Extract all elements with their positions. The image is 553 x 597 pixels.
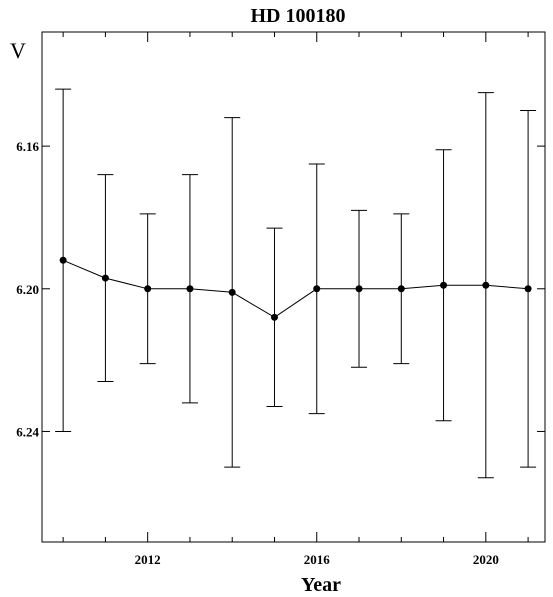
x-tick-label: 2016	[304, 552, 331, 567]
data-point	[313, 285, 321, 293]
data-point	[270, 313, 278, 321]
x-tick-label: 2020	[473, 552, 499, 567]
y-tick-label: 6.16	[16, 139, 39, 154]
data-point	[228, 288, 236, 296]
x-tick-label: 2012	[135, 552, 161, 567]
x-ticks: 2012 2016 2020	[62, 32, 529, 567]
x-axis-label: Year	[301, 574, 341, 596]
y-tick-label: 6.20	[16, 282, 39, 297]
chart-title: HD 100180	[251, 5, 346, 27]
series-line	[62, 259, 529, 318]
data-point	[144, 285, 152, 293]
data-point	[101, 274, 109, 282]
plot-frame	[41, 31, 546, 543]
data-point	[355, 285, 363, 293]
data-point	[440, 281, 448, 289]
data-point	[186, 285, 194, 293]
data-point	[397, 285, 405, 293]
y-tick-label: 6.24	[16, 424, 39, 439]
data-point	[59, 256, 67, 264]
y-ticks: 6.16 6.20 6.24	[16, 139, 545, 439]
data-point	[482, 281, 490, 289]
y-axis-label: V	[10, 38, 26, 63]
data-points	[59, 256, 532, 321]
data-point	[524, 285, 532, 293]
